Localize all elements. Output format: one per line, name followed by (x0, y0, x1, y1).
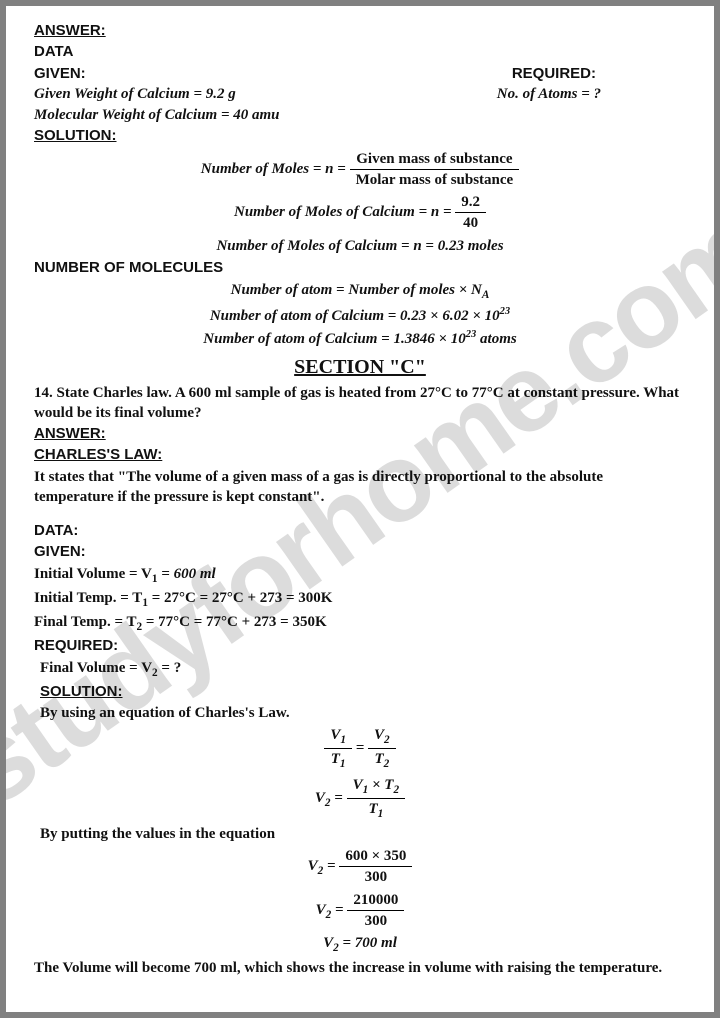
eq-text: Number of atom of Calcium = 1.3846 × 10 (203, 331, 466, 347)
moles-result: Number of Moles of Calcium = n = 0.23 mo… (34, 236, 686, 256)
solution-heading: SOLUTION: (34, 126, 686, 146)
initial-temp: Initial Temp. = T1 = 27°C = 27°C + 273 =… (34, 588, 686, 611)
question-14: 14. State Charles law. A 600 ml sample o… (34, 383, 686, 424)
fraction: V2T2 (368, 725, 396, 772)
atoms-formula: Number of atom = Number of moles × NA (34, 280, 686, 303)
numerator: 9.2 (455, 192, 486, 213)
molecular-weight: Molecular Weight of Calcium = 40 amu (34, 105, 686, 125)
initial-volume: Initial Volume = V1 = 600 ml (34, 564, 686, 587)
put-values-text: By putting the values in the equation (40, 824, 686, 844)
data-heading-2: DATA: (34, 521, 686, 541)
answer-heading-2: ANSWER: (34, 424, 686, 444)
sub: 1 (340, 734, 346, 746)
eq-text: Number of atom of Calcium = 0.23 × 6.02 … (210, 308, 500, 324)
sub: 1 (378, 808, 384, 820)
given-weight: Given Weight of Calcium = 9.2 g (34, 84, 236, 104)
eq-label: Number of Moles = n = (201, 161, 350, 177)
equals: = (352, 740, 368, 756)
fraction: 210000300 (347, 890, 404, 932)
fraction: V1 × T2T1 (347, 775, 405, 822)
fraction: V1T1 (324, 725, 352, 772)
charles-eq-1: V1T1 = V2T2 (34, 725, 686, 772)
fraction: 9.240 (455, 192, 486, 234)
required-value: No. of Atoms = ? (497, 84, 601, 104)
sup: 23 (466, 329, 477, 340)
charles-eq-2: V2 = V1 × T2T1 (34, 775, 686, 822)
numerator: 600 × 350 (339, 846, 412, 867)
final-temp: Final Temp. = T2 = 77°C = 77°C + 273 = 3… (34, 612, 686, 635)
fraction: 600 × 350300 (339, 846, 412, 888)
given-heading: GIVEN: (34, 64, 86, 84)
data-heading: DATA (34, 42, 686, 62)
sub: A (482, 289, 490, 301)
numerator: 210000 (347, 890, 404, 911)
conclusion-text: The Volume will become 700 ml, which sho… (34, 958, 686, 978)
required-heading: REQUIRED: (512, 64, 596, 84)
val: = 27°C = 27°C + 273 = 300K (148, 590, 333, 606)
charles-eq-3: V2 = 600 × 350300 (34, 846, 686, 888)
denominator: Molar mass of substance (350, 170, 520, 190)
required-volume: Final Volume = V2 = ? (40, 658, 686, 681)
charles-eq-intro: By using an equation of Charles's Law. (40, 703, 686, 723)
numerator: Given mass of substance (350, 149, 520, 170)
given-required-row: GIVEN: REQUIRED: (34, 64, 686, 84)
sub: 2 (384, 734, 390, 746)
val: = 600 ml (158, 566, 216, 582)
charles-eq-4: V2 = 210000300 (34, 890, 686, 932)
denominator: 300 (347, 911, 404, 931)
eq-label: Number of Moles of Calcium = n = (234, 204, 455, 220)
moles-formula: Number of Moles = n = Given mass of subs… (34, 149, 686, 191)
sup: 23 (500, 306, 511, 317)
given-heading-2: GIVEN: (34, 542, 686, 562)
moles-calcium-eq: Number of Moles of Calcium = n = 9.240 (34, 192, 686, 234)
sub: 1 (340, 758, 346, 770)
eq-text: Number of atom = Number of moles × N (231, 282, 482, 298)
denominator: 40 (455, 213, 486, 233)
atoms-result: Number of atom of Calcium = 1.3846 × 102… (34, 328, 686, 349)
answer-heading: ANSWER: (34, 21, 686, 41)
document-page: studyforhome.com ANSWER: DATA GIVEN: REQ… (0, 0, 720, 1018)
charles-law-heading: CHARLES'S LAW: (34, 445, 686, 465)
required-heading-2: REQUIRED: (34, 636, 686, 656)
content-area: ANSWER: DATA GIVEN: REQUIRED: Given Weig… (34, 21, 686, 979)
charles-law-text: It states that "The volume of a given ma… (34, 467, 686, 508)
sub: 2 (393, 784, 399, 796)
molecules-heading: NUMBER OF MOLECULES (34, 258, 686, 278)
fraction: Given mass of substanceMolar mass of sub… (350, 149, 520, 191)
charles-result: V2 = 700 ml (34, 933, 686, 956)
val: = ? (158, 660, 182, 676)
sub: 2 (384, 758, 390, 770)
val: = 77°C = 77°C + 273 = 350K (142, 614, 327, 630)
solution-heading-2: SOLUTION: (40, 682, 686, 702)
atoms-calc: Number of atom of Calcium = 0.23 × 6.02 … (34, 305, 686, 326)
denominator: 300 (339, 867, 412, 887)
section-c-heading: SECTION "C" (34, 354, 686, 381)
eq-text-suffix: atoms (476, 331, 516, 347)
given-data-row: Given Weight of Calcium = 9.2 g No. of A… (34, 84, 686, 104)
